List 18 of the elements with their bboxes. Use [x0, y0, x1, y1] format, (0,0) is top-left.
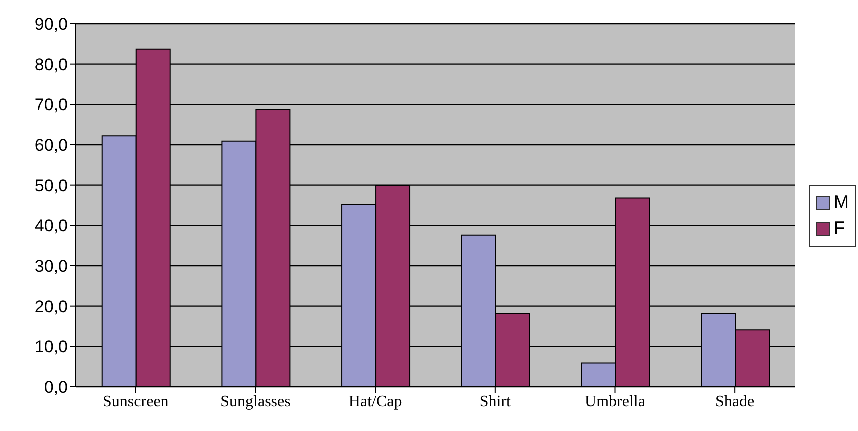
y-tick-label: 10,0 — [34, 338, 68, 357]
x-tick-label: Sunglasses — [220, 393, 291, 410]
y-tick-label: 60,0 — [34, 136, 68, 156]
y-tick-label: 80,0 — [34, 55, 68, 74]
y-tick-label: 50,0 — [34, 176, 68, 196]
y-tick-label: 0,0 — [44, 378, 68, 398]
x-tick-label: Shirt — [480, 393, 512, 410]
y-tick-label: 20,0 — [34, 297, 68, 316]
legend-label: F — [834, 218, 845, 239]
x-tick-label: Shade — [716, 393, 755, 410]
x-tick-label: Umbrella — [585, 393, 646, 410]
y-tick-label: 40,0 — [34, 216, 68, 236]
y-tick-label: 70,0 — [34, 96, 68, 115]
legend-label: M — [834, 192, 849, 213]
y-tick-label: 30,0 — [34, 257, 68, 276]
y-tick-label: 90,0 — [34, 15, 68, 34]
x-tick-label: Hat/Cap — [348, 393, 402, 410]
x-tick-label: Sunscreen — [103, 393, 169, 410]
